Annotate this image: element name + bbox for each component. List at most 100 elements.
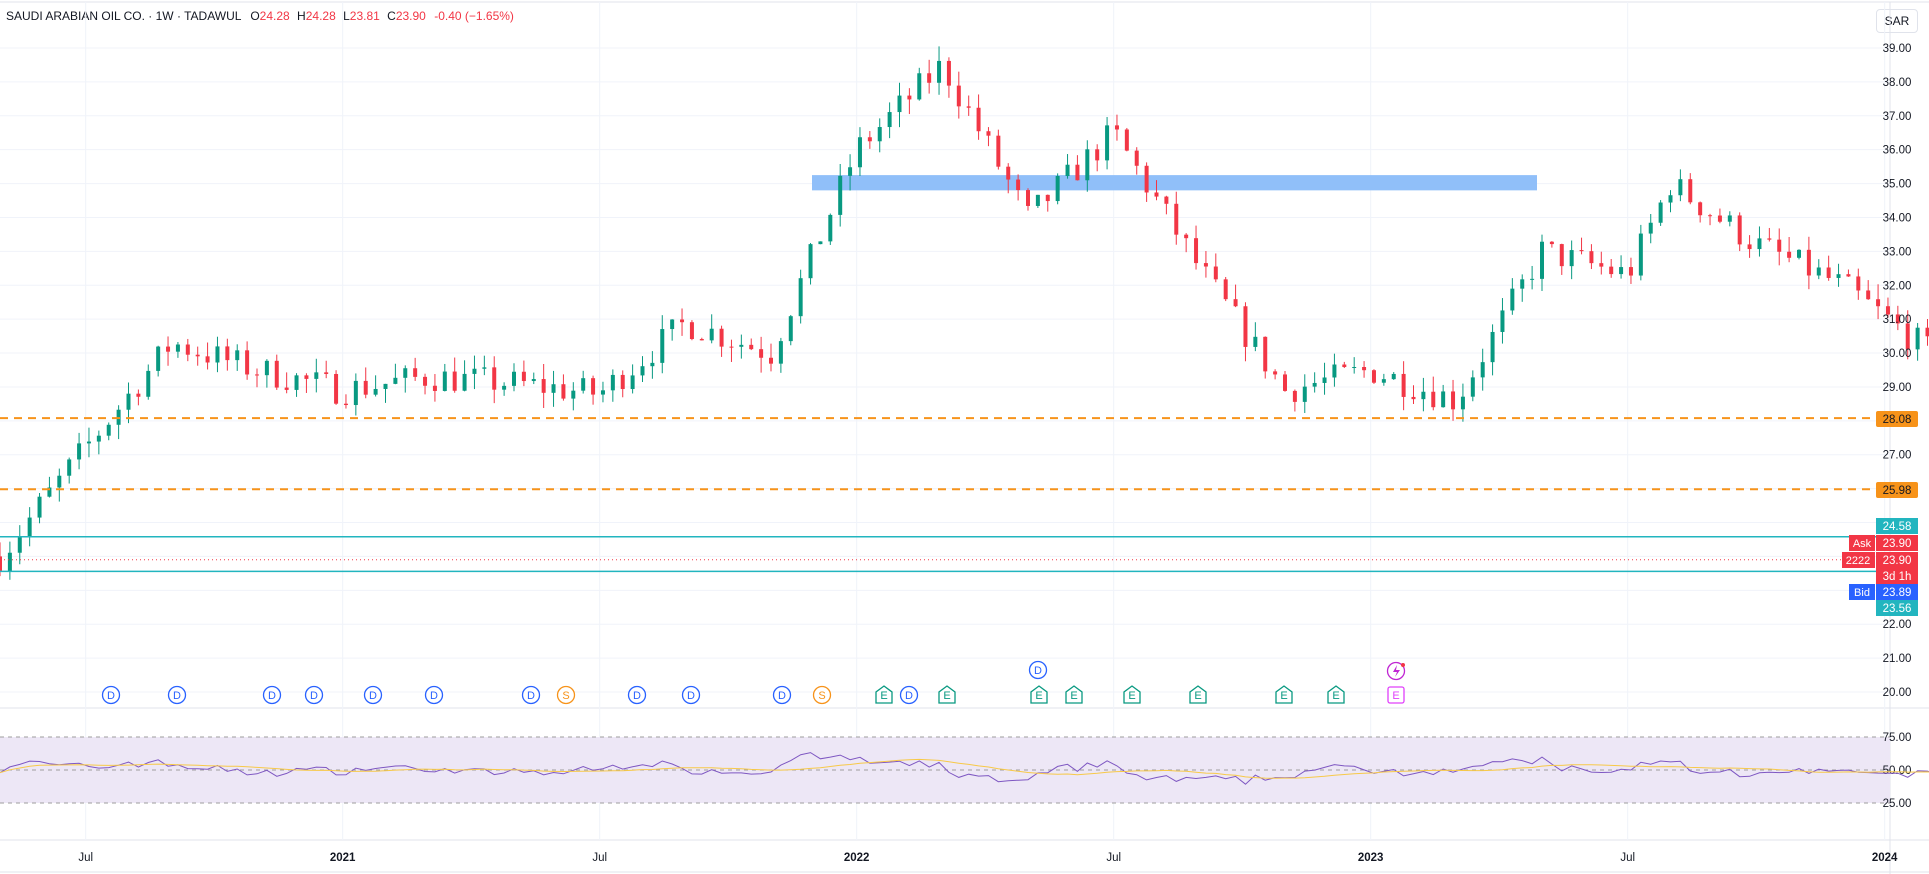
candle-body (541, 379, 546, 393)
candle-body (77, 443, 82, 460)
candle-body (1045, 194, 1050, 202)
time-tick-label: 2024 (1872, 852, 1898, 864)
candle-body (798, 278, 803, 317)
candle-body (314, 372, 319, 379)
price-tick-label: 27.00 (1883, 450, 1912, 462)
rsi-tick-label: 75.00 (1883, 732, 1912, 744)
dividend-marker-icon (521, 685, 541, 705)
earnings-marker-label: E (1332, 690, 1339, 702)
candle-body (1806, 249, 1811, 276)
dividend-marker-label: D (268, 690, 276, 702)
candle-body (729, 346, 734, 348)
candle-body (452, 371, 457, 391)
candle-body (976, 107, 981, 132)
candle-body (996, 135, 1001, 167)
candle-body (739, 344, 744, 347)
ask-tag-bg (1849, 535, 1875, 551)
symbol-legend: SAUDI ARABIAN OIL CO. · 1W · TADAWUL O24… (6, 9, 514, 23)
bid-value-bg (1876, 584, 1918, 600)
candle-body (946, 60, 951, 86)
candle-body (838, 175, 843, 215)
candle-body (324, 372, 329, 374)
candle-body (1213, 266, 1218, 280)
candle-body (709, 328, 714, 341)
candle-body (818, 241, 823, 245)
dividend-marker-icon (627, 685, 647, 705)
bid-value: 23.89 (1883, 587, 1912, 599)
upcoming-earnings-label: E (1392, 690, 1399, 702)
candle-body (1747, 244, 1752, 250)
candle-body (1233, 299, 1238, 307)
price-tick-label: 21.00 (1883, 653, 1912, 665)
candle-body (432, 385, 437, 391)
candle-body (106, 424, 111, 436)
earnings-marker-icon (1123, 685, 1141, 704)
candle-body (650, 362, 655, 367)
candle-body (1243, 306, 1248, 347)
dividend-marker-label: D (687, 690, 695, 702)
candle-body (1283, 374, 1287, 391)
candle-body (1273, 371, 1278, 375)
candle-body (1006, 166, 1011, 180)
dividend-marker-icon (899, 685, 919, 705)
candle-body (1540, 241, 1544, 279)
candle-body (413, 368, 418, 377)
candle-body (1599, 263, 1604, 267)
candle-body (363, 380, 368, 395)
candle-body (1757, 238, 1762, 250)
open-label: O (250, 9, 260, 23)
candle-body (689, 322, 694, 340)
time-tick-label: 2021 (330, 852, 356, 864)
candle-body (927, 73, 932, 83)
interval-label[interactable]: 1W (155, 9, 174, 23)
volume-tag: 2222 (1846, 555, 1870, 567)
candle-body (482, 367, 487, 369)
candle-body (1609, 266, 1614, 275)
candle-body (1777, 239, 1782, 252)
candle-body (1915, 327, 1920, 350)
dividend-marker-icon (1028, 660, 1048, 680)
notification-dot-icon (1401, 663, 1405, 667)
candle-body (937, 60, 942, 83)
candle-body (1826, 267, 1831, 278)
low-label: L (343, 9, 350, 23)
candle-body (531, 379, 536, 382)
candle-body (1500, 310, 1505, 332)
candle-body (581, 378, 586, 391)
candle-body (274, 360, 279, 388)
candle-body (778, 341, 783, 364)
time-axis[interactable]: Jul2021Jul2022Jul2023Jul2024Jul2025Jul20… (78, 852, 1929, 864)
candle-body (1480, 362, 1485, 378)
level-tag-bg (1876, 482, 1918, 498)
resistance-zone[interactable] (812, 175, 1537, 191)
grid (0, 2, 1890, 840)
candle-body (1026, 190, 1030, 206)
dividend-marker-label: D (527, 690, 535, 702)
candle-body (512, 371, 516, 386)
bid-tag: Bid (1854, 587, 1870, 599)
candle-body (521, 371, 526, 382)
candle-body (1085, 149, 1090, 181)
candle-body (1431, 391, 1436, 408)
candle-body (67, 459, 72, 476)
currency-button[interactable]: SAR (1876, 9, 1918, 33)
candle-body (1292, 390, 1297, 402)
candle-body (492, 367, 497, 390)
dividend-marker-icon (262, 685, 282, 705)
dividend-marker-label: D (633, 690, 641, 702)
earnings-marker-label: E (1070, 690, 1077, 702)
candle-body (47, 487, 52, 497)
candle-body (304, 375, 309, 379)
earnings-marker-icon (1030, 685, 1048, 704)
symbol-name[interactable]: SAUDI ARABIAN OIL CO. (6, 9, 145, 23)
candle-body (1055, 176, 1060, 202)
lightning-icon (1393, 665, 1400, 677)
candle-body (245, 350, 250, 375)
earnings-marker-icon (1189, 685, 1207, 704)
candle-body (205, 356, 210, 363)
open-value: 24.28 (259, 9, 290, 23)
candle-body (1510, 288, 1515, 311)
candle-body (1885, 306, 1890, 315)
